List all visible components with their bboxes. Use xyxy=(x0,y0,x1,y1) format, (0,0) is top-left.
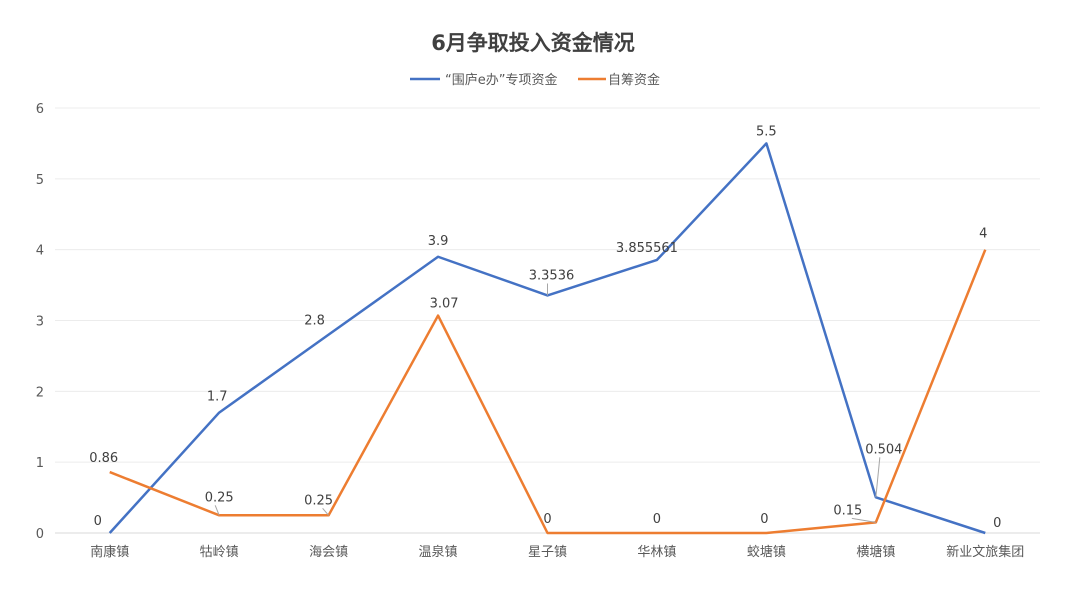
data-point xyxy=(108,470,112,474)
series-group xyxy=(108,141,987,535)
data-point xyxy=(983,531,987,535)
data-point xyxy=(655,531,659,535)
x-tick-label: 横塘镇 xyxy=(856,544,895,560)
x-tick-label: 新业文旅集团 xyxy=(946,544,1024,560)
data-label: 1.7 xyxy=(207,390,228,405)
data-label: 5.5 xyxy=(756,124,777,139)
data-label: 0 xyxy=(760,512,768,527)
leader-line xyxy=(214,505,220,516)
leader-line xyxy=(851,517,876,523)
data-point xyxy=(764,141,768,145)
series-line-2 xyxy=(109,249,987,535)
data-label: 0.86 xyxy=(89,451,118,466)
data-label: 0.15 xyxy=(833,503,862,518)
data-point xyxy=(436,255,440,259)
data-label: 0.25 xyxy=(205,490,234,505)
x-axis: 南康镇 牯岭镇 海会镇 温泉镇 星子镇 华林镇 蛟塘镇 横塘镇 新业文旅集团 xyxy=(90,544,1024,560)
series-line-1 xyxy=(108,142,986,535)
data-point xyxy=(217,411,221,415)
x-tick-label: 温泉镇 xyxy=(419,544,458,560)
y-tick-label: 2 xyxy=(36,385,44,400)
y-tick-label: 4 xyxy=(36,244,44,259)
x-tick-label: 华林镇 xyxy=(637,545,676,560)
data-label: 0.25 xyxy=(304,493,333,508)
x-tick-label: 牯岭镇 xyxy=(200,545,239,560)
y-tick-label: 1 xyxy=(36,456,44,471)
data-point xyxy=(108,531,112,535)
data-point xyxy=(983,248,987,252)
leader-line xyxy=(322,507,329,516)
data-label: 3.07 xyxy=(430,297,459,312)
x-tick-label: 海会镇 xyxy=(309,545,348,560)
x-tick-label: 南康镇 xyxy=(90,544,129,560)
chart-title: 6月争取投入资金情况 xyxy=(431,31,635,55)
data-point xyxy=(764,531,768,535)
data-label: 0 xyxy=(653,512,661,527)
x-tick-label: 星子镇 xyxy=(528,545,567,560)
data-label: 3.855561 xyxy=(616,241,678,256)
data-label: 4 xyxy=(979,227,987,242)
gridlines xyxy=(55,107,1040,534)
data-labels: 0 1.7 2.8 3.9 3.3536 3.855561 5.5 0.504 0 0.86 0.2… xyxy=(89,124,1001,531)
data-label: 3.3536 xyxy=(529,268,575,283)
chart-legend: “围庐e办”专项资金 自筹资金 xyxy=(410,72,660,88)
x-tick-label: 蛟塘镇 xyxy=(747,544,786,560)
data-label: 0 xyxy=(993,516,1001,531)
data-label: 0 xyxy=(94,514,102,529)
data-point xyxy=(655,258,659,262)
legend-item-series-2: 自筹资金 xyxy=(578,72,660,88)
data-point xyxy=(436,314,440,318)
y-tick-label: 0 xyxy=(36,527,44,542)
legend-label-series-2: 自筹资金 xyxy=(608,72,660,88)
y-tick-label: 5 xyxy=(36,173,44,188)
data-label: 0 xyxy=(543,512,551,527)
y-tick-label: 3 xyxy=(36,315,44,330)
data-point xyxy=(327,333,331,337)
y-tick-label: 6 xyxy=(36,102,44,117)
y-axis: 0 1 2 3 4 5 6 xyxy=(36,102,44,542)
legend-item-series-1: “围庐e办”专项资金 xyxy=(410,72,557,88)
data-label: 0.504 xyxy=(865,442,902,457)
data-label: 2.8 xyxy=(304,314,325,329)
leader-line xyxy=(875,457,881,498)
data-label: 3.9 xyxy=(428,234,449,249)
data-point xyxy=(546,531,550,535)
legend-label-series-1: “围庐e办”专项资金 xyxy=(445,72,557,88)
